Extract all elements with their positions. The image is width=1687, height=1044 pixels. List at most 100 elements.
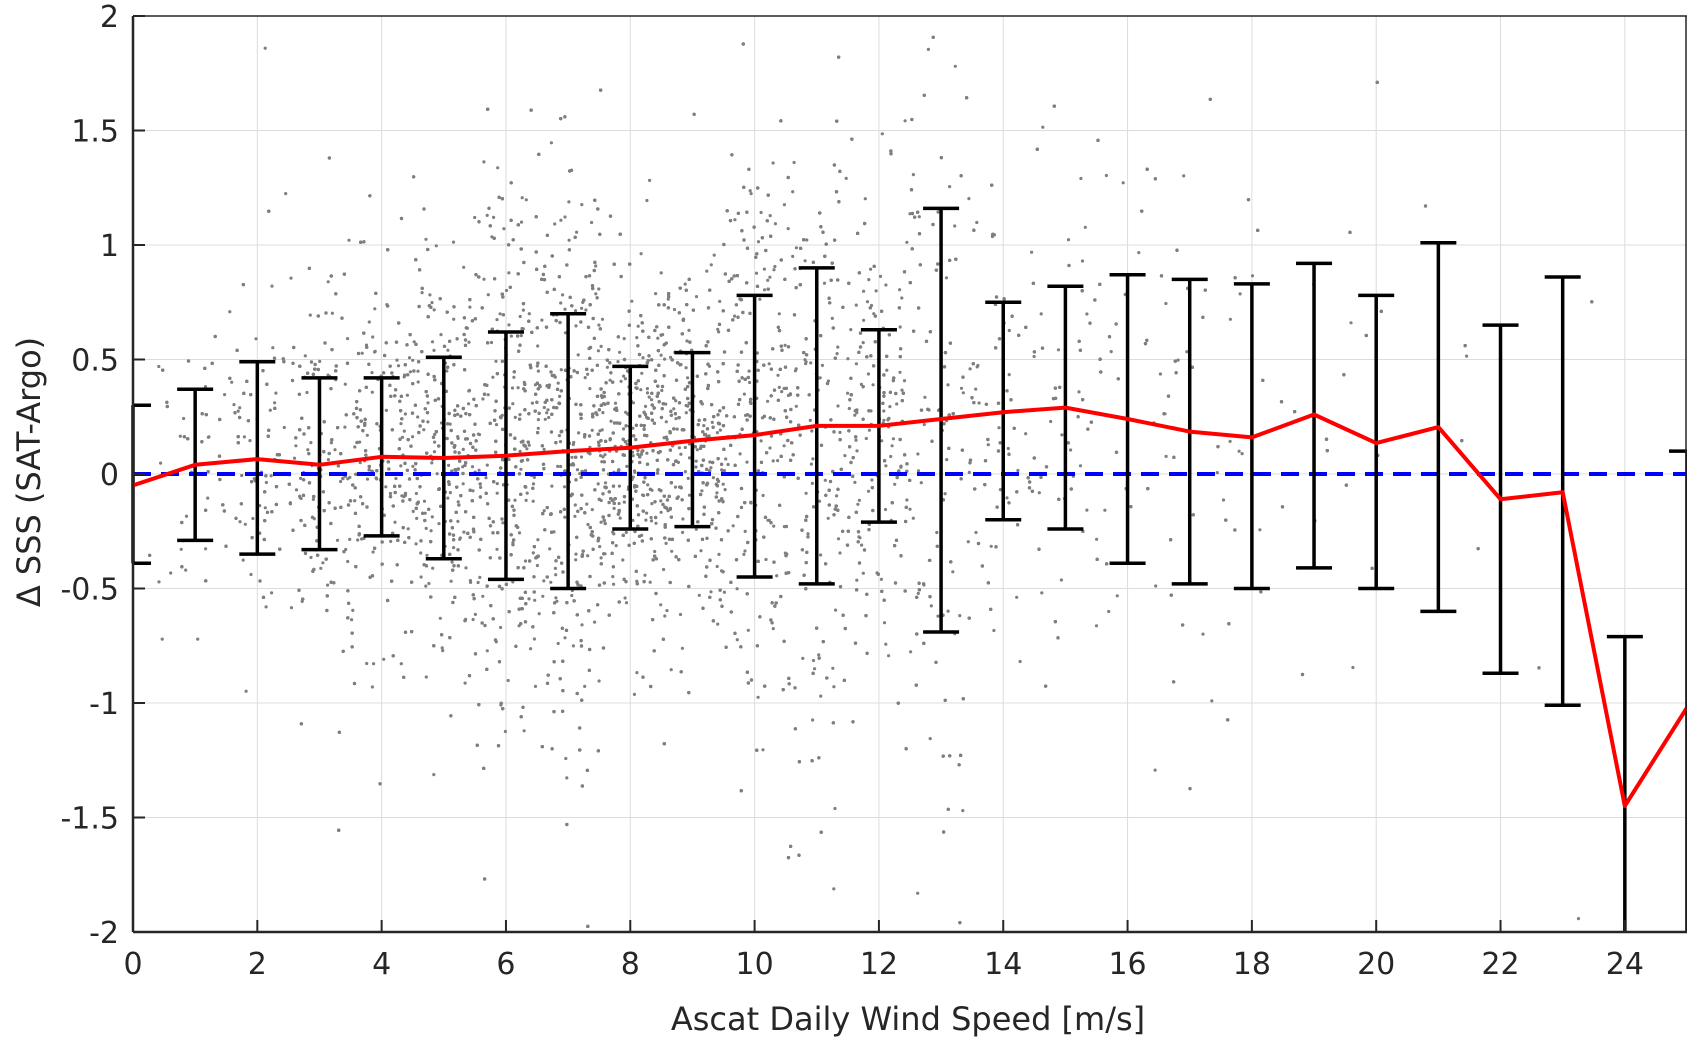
scatter-point (772, 525, 775, 528)
scatter-point (430, 461, 433, 464)
scatter-point (905, 241, 908, 244)
scatter-point (541, 595, 544, 598)
scatter-point (536, 364, 539, 367)
scatter-point (361, 352, 364, 355)
scatter-point (621, 558, 624, 561)
scatter-point (882, 409, 885, 412)
scatter-point (761, 748, 764, 751)
scatter-point (206, 497, 209, 500)
scatter-point (184, 569, 187, 572)
scatter-point (230, 381, 233, 384)
scatter-point (412, 510, 415, 513)
scatter-point (609, 420, 612, 423)
scatter-point (207, 435, 210, 438)
scatter-point (570, 594, 573, 597)
scatter-point (339, 480, 342, 483)
scatter-point (992, 629, 995, 632)
scatter-point (688, 494, 691, 497)
scatter-point (614, 402, 617, 405)
scatter-point (591, 429, 594, 432)
scatter-point (744, 530, 747, 533)
scatter-point (954, 65, 957, 68)
scatter-point (600, 556, 603, 559)
scatter-point (348, 476, 351, 479)
scatter-point (1030, 251, 1033, 254)
scatter-point (521, 196, 524, 199)
scatter-point (574, 553, 577, 556)
scatter-point (916, 452, 919, 455)
scatter-point (748, 381, 751, 384)
scatter-point (711, 421, 714, 424)
scatter-point (855, 579, 858, 582)
scatter-point (867, 372, 870, 375)
scatter-point (333, 448, 336, 451)
scatter-point (365, 662, 368, 665)
scatter-point (411, 359, 414, 362)
scatter-point (421, 291, 424, 294)
scatter-point (1095, 538, 1098, 541)
scatter-point (967, 540, 970, 543)
scatter-point (554, 573, 557, 576)
scatter-point (486, 214, 489, 217)
scatter-point (650, 519, 653, 522)
scatter-point (831, 317, 834, 320)
scatter-point (244, 523, 247, 526)
scatter-point (298, 496, 301, 499)
scatter-point (686, 376, 689, 379)
scatter-point (724, 488, 727, 491)
scatter-point (495, 318, 498, 321)
scatter-point (580, 455, 583, 458)
scatter-point (477, 433, 480, 436)
scatter-point (431, 340, 434, 343)
scatter-point (881, 132, 884, 135)
scatter-point (446, 497, 449, 500)
scatter-point (684, 446, 687, 449)
scatter-point (510, 335, 513, 338)
scatter-point (477, 581, 480, 584)
scatter-point (433, 308, 436, 311)
scatter-point (953, 224, 956, 227)
scatter-point (452, 318, 455, 321)
scatter-point (270, 591, 273, 594)
scatter-point (795, 405, 798, 408)
scatter-point (872, 383, 875, 386)
scatter-point (660, 389, 663, 392)
scatter-point (245, 690, 248, 693)
scatter-point (947, 610, 950, 613)
scatter-point (702, 424, 705, 427)
scatter-point (739, 452, 742, 455)
scatter-point (528, 312, 531, 315)
scatter-point (967, 197, 970, 200)
scatter-point (519, 450, 522, 453)
scatter-point (650, 398, 653, 401)
scatter-point (857, 535, 860, 538)
scatter-point (588, 387, 591, 390)
scatter-point (895, 402, 898, 405)
scatter-point (882, 419, 885, 422)
scatter-point (713, 254, 716, 257)
scatter-point (486, 464, 489, 467)
scatter-point (866, 300, 869, 303)
scatter-point (650, 516, 653, 519)
scatter-point (411, 465, 414, 468)
scatter-point (763, 268, 766, 271)
scatter-point (1164, 302, 1167, 305)
scatter-point (698, 594, 701, 597)
scatter-point (1107, 610, 1110, 613)
scatter-point (778, 386, 781, 389)
scatter-point (884, 508, 887, 511)
scatter-point (811, 482, 814, 485)
scatter-point (484, 476, 487, 479)
scatter-point (805, 238, 808, 241)
scatter-point (845, 177, 848, 180)
scatter-point (559, 301, 562, 304)
scatter-point (819, 376, 822, 379)
scatter-point (823, 282, 826, 285)
scatter-point (425, 675, 428, 678)
scatter-point (511, 402, 514, 405)
scatter-point (778, 312, 781, 315)
scatter-point (518, 531, 521, 534)
scatter-point (573, 515, 576, 518)
scatter-point (712, 476, 715, 479)
scatter-point (481, 397, 484, 400)
